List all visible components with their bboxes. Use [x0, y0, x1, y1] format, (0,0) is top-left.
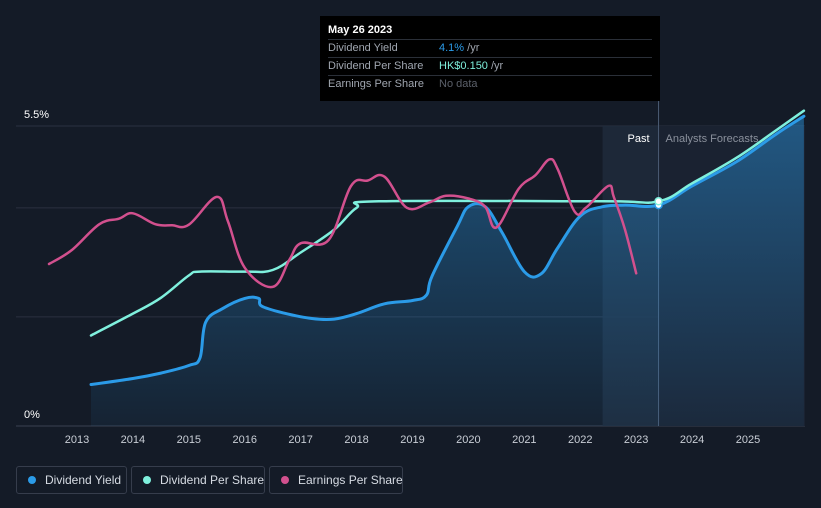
tooltip-row-dividend-per-share: Dividend Per Share HK$0.150 /yr	[328, 57, 652, 75]
past-label: Past	[628, 133, 650, 145]
marker-dividend-per-share	[654, 197, 663, 206]
x-tick-label: 2025	[736, 434, 760, 446]
x-tick-label: 2019	[400, 434, 424, 446]
x-tick-label: 2021	[512, 434, 536, 446]
legend-label: Earnings Per Share	[298, 473, 403, 487]
x-tick-label: 2020	[456, 434, 480, 446]
y-tick-label-bottom: 0%	[24, 409, 40, 421]
tooltip-date: May 26 2023	[328, 24, 393, 36]
tooltip-label: Dividend Yield	[328, 42, 398, 54]
tooltip-value: HK$0.150	[439, 60, 488, 72]
dividend-per-share-line	[89, 109, 806, 337]
tooltip-unit: /yr	[487, 60, 504, 72]
x-tick-label: 2017	[288, 434, 312, 446]
tooltip-value: No data	[439, 78, 478, 90]
tooltip-value: 4.1%	[439, 42, 465, 54]
legend-earnings-per-share[interactable]: Earnings Per Share	[269, 466, 403, 494]
x-tick-label: 2014	[121, 434, 145, 446]
legend-dividend-yield[interactable]: Dividend Yield	[16, 466, 127, 494]
legend-label: Dividend Per Share	[160, 473, 265, 487]
legend-dot-icon	[281, 476, 289, 484]
x-tick-label: 2018	[344, 434, 368, 446]
hover-tooltip: May 26 2023 Dividend Yield 4.1% /yr Divi…	[320, 16, 660, 101]
x-tick-label: 2024	[680, 434, 704, 446]
x-tick-label: 2022	[568, 434, 592, 446]
legend-dot-icon	[28, 476, 36, 484]
dividend-yield-area	[91, 116, 804, 426]
tooltip-row-dividend-yield: Dividend Yield 4.1% /yr	[328, 39, 652, 57]
legend-dividend-per-share[interactable]: Dividend Per Share	[131, 466, 265, 494]
tooltip-unit: /yr	[464, 42, 480, 54]
tooltip-label: Dividend Per Share	[328, 60, 424, 72]
legend-label: Dividend Yield	[45, 473, 122, 487]
x-tick-label: 2015	[177, 434, 201, 446]
legend-dot-icon	[143, 476, 151, 484]
forecast-label: Analysts Forecasts	[666, 133, 759, 145]
earnings-per-share-line	[47, 157, 638, 289]
x-tick-label: 2016	[233, 434, 257, 446]
x-tick-label: 2013	[65, 434, 89, 446]
y-tick-label-top: 5.5%	[24, 109, 49, 121]
tooltip-row-earnings-per-share: Earnings Per Share No data	[328, 75, 652, 93]
x-tick-label: 2023	[624, 434, 648, 446]
tooltip-label: Earnings Per Share	[328, 78, 424, 90]
